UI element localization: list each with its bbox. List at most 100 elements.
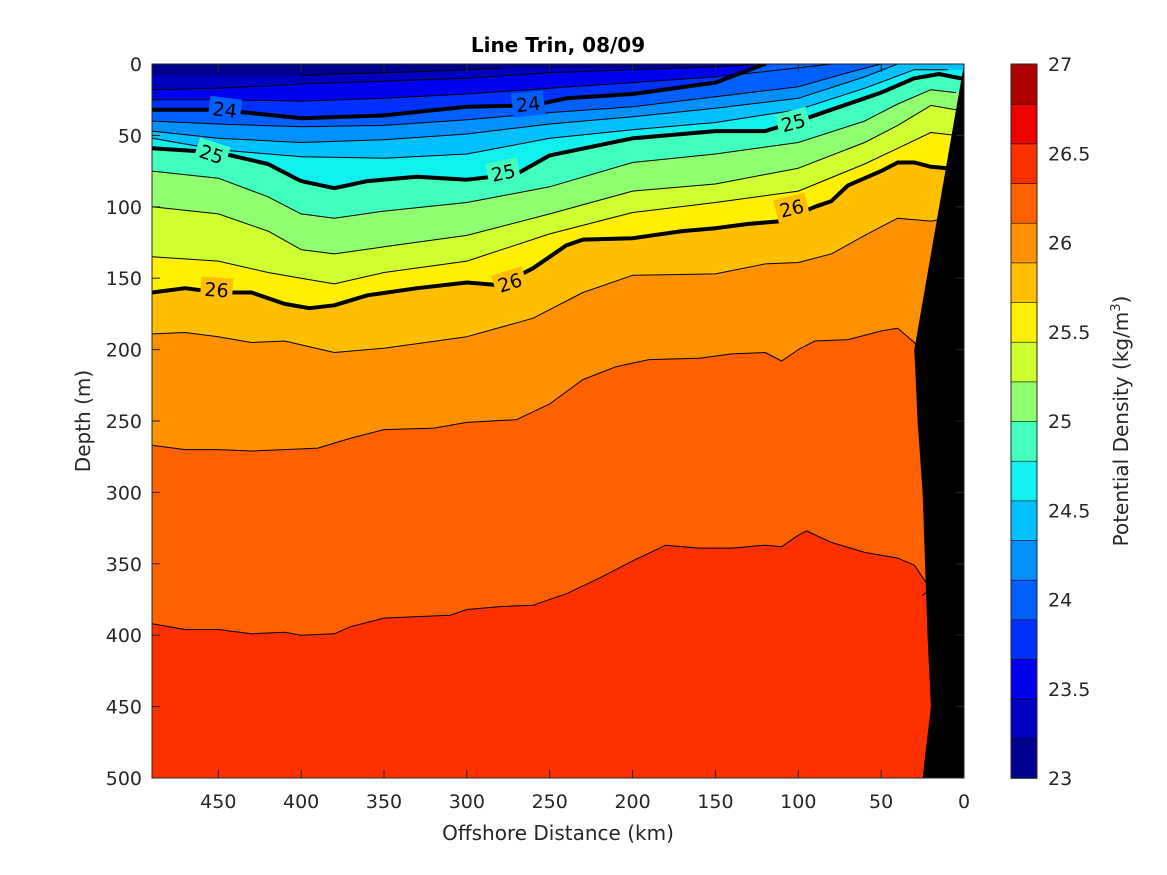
contour-label-backdrop [485, 157, 522, 188]
colorbar-tick-label: 26.5 [1048, 143, 1090, 165]
chart-title: Line Trin, 08/09 [471, 33, 645, 57]
y-tick-label: 0 [130, 54, 142, 76]
x-tick-label: 200 [614, 791, 650, 813]
colorbar-swatch [1010, 658, 1038, 700]
colorbar-tick-label: 27 [1048, 54, 1072, 76]
contour-label: 24 [515, 93, 541, 117]
colorbar-swatch [1010, 143, 1038, 184]
isoline-24.5 [152, 64, 899, 143]
colorbar-tick-label: 25.5 [1048, 322, 1090, 344]
contour-label-backdrop [490, 266, 529, 299]
contour-label-group-4: 25 [774, 106, 812, 139]
colorbar-swatch [1010, 222, 1038, 264]
contour-label-backdrop [774, 106, 812, 139]
contour-label: 26 [204, 279, 230, 303]
y-tick-label: 500 [106, 768, 142, 790]
x-tick-label: 450 [200, 791, 236, 813]
contour-label-backdrop [192, 137, 231, 171]
colorbar [1010, 63, 1038, 779]
colorbar-axis: 23 23.5 24 24.5 25 25.5 26 26.5 27 [1048, 54, 1090, 790]
colorbar-label: Potential Density (kg/m3) [1109, 296, 1133, 547]
y-tick-label: 350 [106, 554, 142, 576]
contour-label-backdrop [207, 95, 243, 124]
x-tick-label: 150 [697, 791, 733, 813]
contour-fills [152, 64, 964, 778]
colorbar-tick-label: 24.5 [1048, 500, 1090, 522]
labeled-contour-lines [152, 64, 963, 311]
contour-label-backdrop [773, 192, 811, 224]
x-tick-label: 400 [283, 791, 319, 813]
isoline-24.75 [152, 69, 948, 159]
y-axis: 0 50 100 150 200 250 300 350 400 450 500 [106, 54, 964, 790]
contour-label: 25 [489, 160, 517, 187]
y-tick-label: 150 [106, 268, 142, 290]
colorbar-frame [1010, 63, 1038, 779]
isoline-26.5 [152, 327, 940, 452]
colorbar-label-superscript: 3 [1109, 303, 1124, 311]
colorbar-swatch [1010, 698, 1038, 740]
labeled-isoline-25 [152, 72, 963, 191]
colorbar-swatch [1010, 460, 1038, 502]
colorbar-swatch [1010, 63, 1038, 105]
isoline-25.25 [152, 89, 957, 219]
labeled-isoline-24 [152, 64, 768, 121]
contour-label: 24 [211, 98, 238, 123]
colorbar-swatch [1010, 103, 1038, 145]
contour-label-group-1: 24 [511, 90, 546, 118]
isoline-26.25 [152, 217, 948, 353]
land-mask [914, 64, 964, 778]
colorbar-swatch [1010, 499, 1038, 541]
colorbar-swatch [1010, 341, 1038, 383]
y-axis-label: Depth (m) [71, 370, 95, 472]
contour-label-backdrop [511, 90, 546, 118]
contour-label-group-0: 24 [207, 95, 243, 124]
x-tick-label: 250 [532, 791, 568, 813]
x-axis-label: Offshore Distance (km) [442, 821, 674, 845]
contour-label-backdrop [199, 276, 234, 303]
x-tick-label: 100 [780, 791, 816, 813]
contour-label-group-3: 25 [485, 157, 522, 188]
x-tick-label: 50 [869, 791, 893, 813]
isoline-24.25 [152, 64, 882, 128]
x-axis: 450 400 350 300 250 200 150 100 50 0 [200, 64, 970, 813]
y-tick-label: 100 [106, 197, 142, 219]
y-tick-label: 250 [106, 411, 142, 433]
isoline-23.5 [152, 64, 766, 91]
colorbar-swatch [1010, 301, 1038, 343]
colorbar-swatch [1010, 261, 1038, 303]
colorbar-swatch [1010, 539, 1038, 581]
contour-label-group-5: 26 [199, 276, 234, 303]
labeled-isoline-26 [152, 160, 950, 311]
x-tick-label: 350 [366, 791, 402, 813]
y-tick-label: 50 [118, 125, 142, 147]
y-tick-label: 400 [106, 625, 142, 647]
contour-label-group-2: 25 [192, 137, 231, 171]
colorbar-tick-label: 26 [1048, 233, 1072, 255]
isoline-25.75 [152, 132, 957, 285]
colorbar-swatch [1010, 737, 1038, 779]
colorbar-tick-label: 25 [1048, 411, 1072, 433]
y-tick-label: 450 [106, 697, 142, 719]
colorbar-tick-label: 24 [1048, 590, 1072, 612]
colorbar-label-main: Potential Density (kg/m [1109, 312, 1133, 547]
colorbar-tick-label: 23 [1048, 768, 1072, 790]
colorbar-swatch [1010, 380, 1038, 422]
colorbar-label-close: ) [1109, 296, 1133, 304]
contour-lines [152, 64, 957, 636]
contour-fill-26.75 [152, 531, 964, 778]
colorbar-swatch [1010, 420, 1038, 462]
colorbar-tick-label: 23.5 [1048, 679, 1090, 701]
y-tick-label: 200 [106, 340, 142, 362]
y-tick-label: 300 [106, 482, 142, 504]
isoline-23.75 [152, 64, 832, 102]
colorbar-swatch [1010, 182, 1038, 224]
colorbar-swatch [1010, 618, 1038, 660]
isoline-25.5 [152, 104, 957, 255]
colorbar-swatch [1010, 579, 1038, 621]
x-tick-label: 300 [449, 791, 485, 813]
isoline-26.75 [152, 530, 932, 636]
x-tick-label: 0 [958, 791, 970, 813]
